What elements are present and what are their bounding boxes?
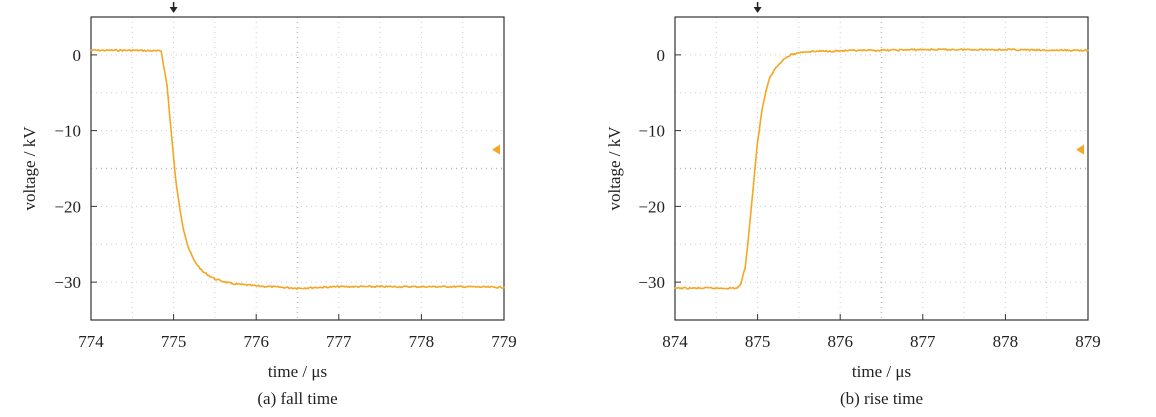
series-point bbox=[744, 266, 747, 268]
y-tick-label: 0 bbox=[73, 46, 82, 65]
x-axis-label: time / μs bbox=[852, 362, 911, 381]
series-point bbox=[193, 260, 196, 262]
level-marker-icon bbox=[1076, 144, 1084, 155]
series-point bbox=[1045, 49, 1048, 52]
series-point bbox=[740, 282, 742, 285]
series-line bbox=[90, 48, 505, 290]
x-tick-label: 777 bbox=[326, 332, 352, 351]
series-point bbox=[201, 270, 204, 273]
chart-caption: (a) fall time bbox=[257, 389, 337, 408]
series-point bbox=[160, 50, 163, 52]
series-point bbox=[748, 228, 751, 230]
series-point bbox=[230, 282, 233, 285]
series-point bbox=[178, 205, 181, 208]
x-tick-label: 779 bbox=[491, 332, 517, 351]
series-point bbox=[1004, 48, 1007, 51]
x-tick-label: 874 bbox=[662, 332, 688, 351]
series-point bbox=[166, 84, 168, 86]
series-point bbox=[170, 129, 172, 132]
series-point bbox=[296, 287, 299, 289]
series-point bbox=[461, 285, 464, 288]
trigger-marker-icon bbox=[753, 7, 762, 13]
series-point bbox=[736, 287, 738, 289]
y-tick-label: −20 bbox=[54, 197, 81, 216]
plot-frame bbox=[674, 16, 1089, 321]
x-tick-label: 879 bbox=[1075, 332, 1101, 351]
series-point bbox=[90, 49, 92, 52]
level-marker-icon bbox=[492, 144, 500, 155]
series-point bbox=[131, 49, 134, 52]
y-tick-label: −20 bbox=[638, 197, 665, 216]
series-point bbox=[774, 66, 777, 69]
chart-caption: (b) rise time bbox=[840, 389, 923, 408]
series-line bbox=[674, 48, 1089, 290]
x-tick-label: 876 bbox=[827, 332, 853, 351]
x-tick-label: 778 bbox=[409, 332, 435, 351]
x-tick-label: 875 bbox=[745, 332, 771, 351]
y-tick-label: −30 bbox=[54, 273, 81, 292]
series-point bbox=[420, 285, 423, 288]
series-point bbox=[765, 90, 767, 93]
series-point bbox=[781, 59, 784, 61]
series-point bbox=[789, 54, 792, 56]
series-point bbox=[214, 278, 216, 280]
x-tick-label: 877 bbox=[910, 332, 936, 351]
y-axis-label: voltage / kV bbox=[605, 126, 624, 211]
series-point bbox=[756, 141, 759, 143]
y-axis-label: voltage / kV bbox=[20, 126, 39, 211]
series-point bbox=[769, 76, 771, 79]
x-tick-label: 774 bbox=[78, 332, 104, 351]
series-point bbox=[182, 228, 185, 230]
y-tick-label: −10 bbox=[638, 122, 665, 141]
y-tick-label: −30 bbox=[638, 273, 665, 292]
y-tick-label: −10 bbox=[54, 122, 81, 141]
series-point bbox=[174, 175, 177, 177]
series-point bbox=[674, 287, 676, 289]
series-point bbox=[752, 182, 755, 185]
series-point bbox=[760, 110, 763, 113]
series-point bbox=[338, 285, 340, 288]
x-axis-label: time / μs bbox=[268, 362, 327, 381]
series-point bbox=[1087, 49, 1089, 52]
x-tick-label: 775 bbox=[161, 332, 187, 351]
series-point bbox=[822, 50, 825, 52]
series-point bbox=[963, 48, 965, 51]
series-point bbox=[503, 286, 505, 289]
series-point bbox=[715, 287, 718, 289]
x-tick-label: 776 bbox=[243, 332, 269, 351]
x-tick-label: 878 bbox=[993, 332, 1019, 351]
series-point bbox=[187, 247, 190, 249]
y-tick-label: 0 bbox=[657, 46, 666, 65]
series-point bbox=[922, 48, 924, 51]
trigger-marker-icon bbox=[169, 7, 178, 13]
series-point bbox=[880, 49, 883, 52]
series-point bbox=[379, 285, 381, 288]
series-point bbox=[802, 51, 804, 53]
series-point bbox=[255, 285, 257, 287]
plot-frame bbox=[90, 16, 505, 321]
